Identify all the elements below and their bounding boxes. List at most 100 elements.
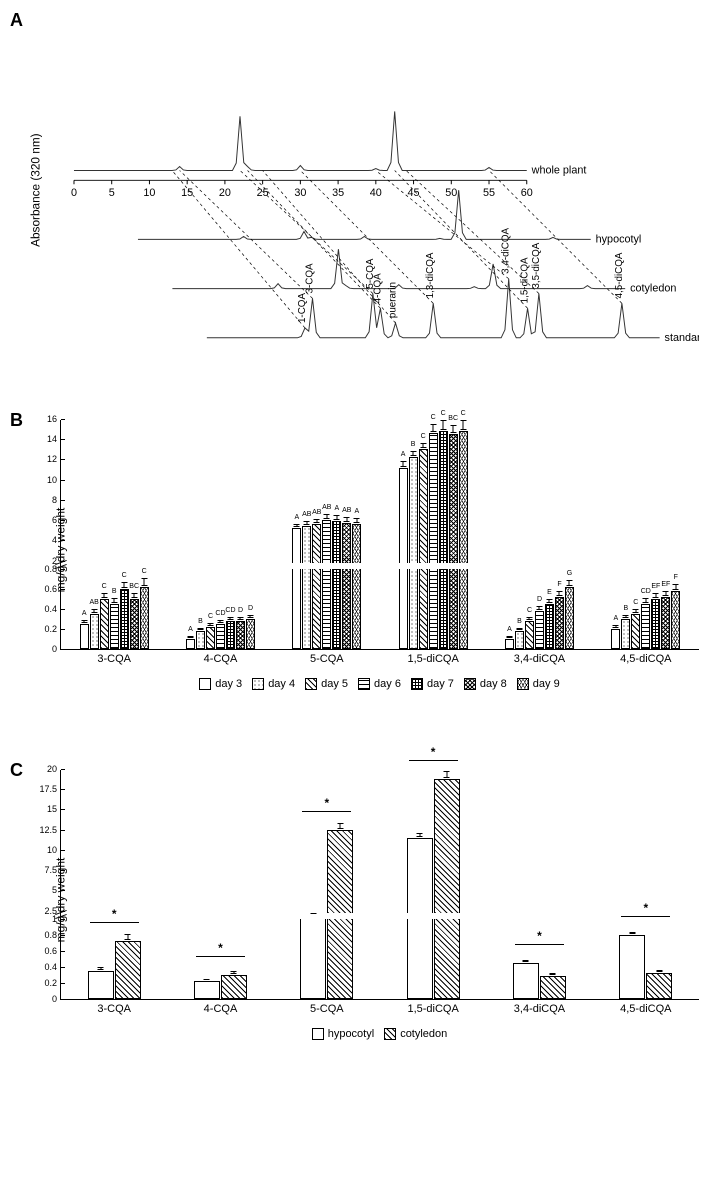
bar [646,973,672,999]
panel-b-legend: day 3 day 4 day 5 day 6 day 7 day 8 day 9 [60,678,699,690]
bar: A [352,524,361,649]
svg-text:hypocotyl: hypocotyl [596,233,642,245]
group-4-CQA: 4-CQA* [188,975,253,999]
legend-item: day 5 [305,678,348,690]
legend-item: day 9 [517,678,560,690]
bar: BC [130,599,139,649]
group-3-CQA: AABCBCBCC3-CQA [74,587,155,649]
bar: AB [90,614,99,649]
bar: A [332,521,341,649]
svg-text:4-CQA: 4-CQA [372,273,383,303]
svg-text:1-CQA: 1-CQA [297,293,308,323]
panel-c-wrap: mg/g dry weight 00.20.40.60.812.557.5101… [10,760,699,1040]
bar: G [565,587,574,649]
svg-text:0: 0 [71,187,77,199]
svg-text:puerarin: puerarin [388,282,399,318]
bar: B [515,631,524,649]
group-5-CQA: 5-CQA* [294,830,359,999]
group-4-CQA: ABCCDCDDD4-CQA [180,619,261,649]
panel-b-barchart: B mg/g dry weight 00.20.40.60.8246810121… [10,410,699,740]
svg-text:40: 40 [370,187,382,199]
panel-a-chromatogram: A standardscotyledonhypocotylwhole plant… [10,10,699,390]
svg-text:3,4-diCQA: 3,4-diCQA [501,227,512,273]
bar: C [100,599,109,649]
bar [194,981,220,999]
svg-text:30: 30 [294,187,306,199]
panel-c-barchart: C mg/g dry weight 00.20.40.60.812.557.51… [10,760,699,1090]
bar: C [419,449,428,649]
svg-text:15: 15 [181,187,193,199]
bar: AB [302,526,311,649]
svg-text:4,5-diCQA: 4,5-diCQA [614,252,625,298]
bar: AB [322,520,331,649]
panel-c-legend: hypocotyl cotyledon [60,1028,699,1040]
bar: C [525,621,534,649]
bar: CD [216,624,225,649]
legend-item: day 8 [464,678,507,690]
svg-text:3-CQA: 3-CQA [305,263,316,293]
bar: A [399,468,408,649]
bar: AB [342,523,351,649]
group-5-CQA: AABABABAABA5-CQA [286,520,367,649]
bar: F [555,597,564,649]
panel-a-label: A [10,10,23,31]
svg-text:Absorbance (320 nm): Absorbance (320 nm) [29,133,43,247]
legend-item: day 4 [252,678,295,690]
legend-item: hypocotyl [312,1028,374,1040]
svg-text:5: 5 [109,187,115,199]
bar [540,976,566,999]
bar: C [439,431,448,649]
bar: E [545,604,554,649]
svg-text:60: 60 [521,187,533,199]
svg-text:45: 45 [408,187,420,199]
bar: CD [641,604,650,649]
bar: AB [312,524,321,649]
svg-text:whole plant: whole plant [531,164,587,176]
svg-text:1,5-diCQA: 1,5-diCQA [520,257,531,303]
panel-b-plotarea: 00.20.40.60.8246810121416AABCBCBCC3-CQAA… [60,420,699,650]
bar: C [206,627,215,649]
bar: B [110,604,119,649]
group-4,5-diCQA: ABCCDEFEFF4,5-diCQA [605,591,686,649]
group-3,4-diCQA: 3,4-diCQA* [507,963,572,999]
legend-item: day 3 [199,678,242,690]
panel-b-wrap: mg/g dry weight 00.20.40.60.824681012141… [10,410,699,690]
bar: C [429,433,438,649]
bar: A [505,639,514,649]
bar: D [236,621,245,649]
bar: B [409,457,418,649]
bar [300,915,326,999]
legend-item: day 6 [358,678,401,690]
bar [115,941,141,999]
svg-text:cotyledon: cotyledon [630,283,676,295]
bar: A [611,629,620,649]
svg-text:1,3-diCQA: 1,3-diCQA [425,252,436,298]
chromatogram-svg: standardscotyledonhypocotylwhole plant1-… [10,10,699,390]
bar [434,779,460,999]
legend-item: day 7 [411,678,454,690]
svg-text:35: 35 [332,187,344,199]
svg-text:50: 50 [445,187,457,199]
group-3,4-diCQA: ABCDEFG3,4-diCQA [499,587,580,649]
bar [327,830,353,999]
group-4,5-diCQA: 4,5-diCQA* [613,935,678,999]
bar: EF [651,599,660,649]
svg-text:25: 25 [257,187,269,199]
panel-c-plotarea: 00.20.40.60.812.557.51012.51517.5203-CQA… [60,770,699,1000]
legend-item: cotyledon [384,1028,447,1040]
bar: D [246,619,255,649]
bar: C [459,431,468,649]
bar: B [196,631,205,649]
bar [513,963,539,999]
bar [221,975,247,999]
bar: A [292,528,301,649]
bar: CD [226,621,235,649]
bar [88,971,114,999]
bar: D [535,611,544,649]
group-3-CQA: 3-CQA* [82,941,147,999]
bar: A [80,624,89,649]
bar: F [671,591,680,649]
group-1,5-diCQA: ABCCCBCC1,5-diCQA [393,431,474,649]
svg-text:10: 10 [143,187,155,199]
bar: C [120,589,129,649]
